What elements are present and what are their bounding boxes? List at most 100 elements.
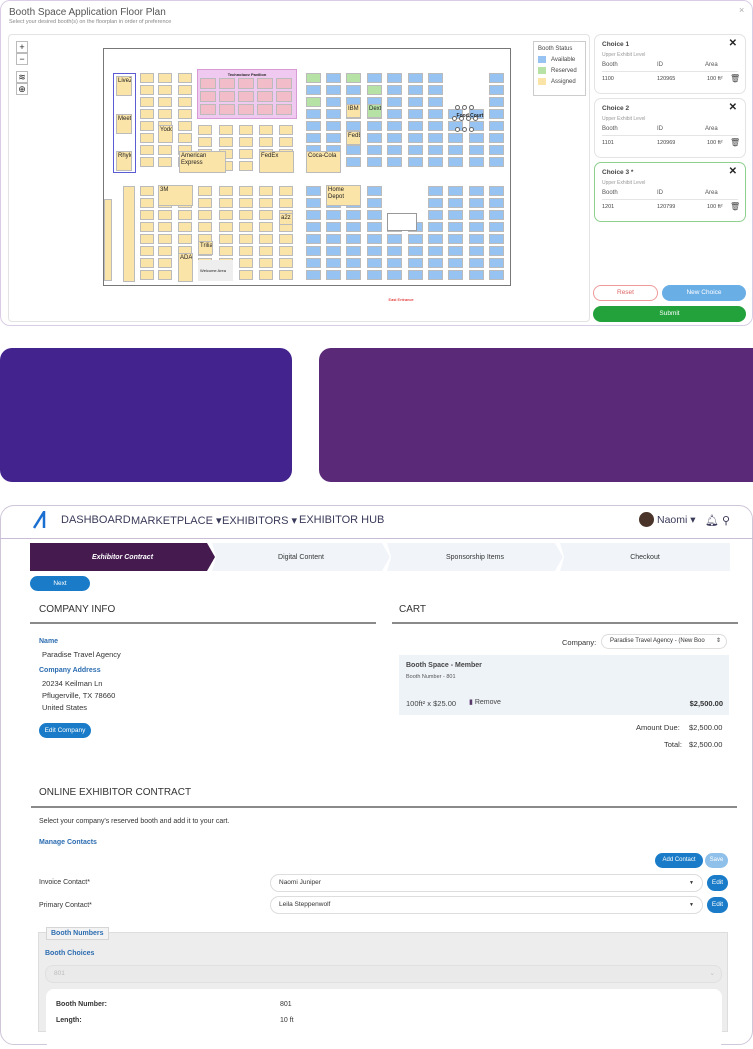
booth[interactable] xyxy=(158,210,172,220)
edit-company-button[interactable]: Edit Company xyxy=(39,723,91,738)
booth[interactable] xyxy=(469,222,484,232)
booth[interactable] xyxy=(448,234,463,244)
choice-card-2[interactable]: Choice 2 Upper Exhibit Level ✕ Booth ID … xyxy=(594,98,746,158)
booth[interactable] xyxy=(158,157,172,167)
booth[interactable] xyxy=(279,198,293,208)
booth[interactable] xyxy=(469,145,484,155)
booth[interactable] xyxy=(140,234,154,244)
booth-ibm[interactable]: IBM xyxy=(346,104,361,118)
booth[interactable] xyxy=(239,137,253,147)
close-icon[interactable]: × xyxy=(739,5,745,15)
bell-icon[interactable]: 🔔︎ xyxy=(705,515,719,527)
booth[interactable] xyxy=(198,210,212,220)
booth[interactable] xyxy=(489,210,504,220)
booth[interactable] xyxy=(428,73,443,83)
booth[interactable] xyxy=(259,125,273,135)
booth[interactable] xyxy=(257,104,273,115)
booth-trilia[interactable]: Trilia xyxy=(198,241,213,255)
booth[interactable] xyxy=(428,258,443,268)
booth[interactable] xyxy=(239,161,253,171)
booth[interactable] xyxy=(279,186,293,196)
booth[interactable] xyxy=(279,234,293,244)
booth[interactable] xyxy=(428,198,443,208)
booth[interactable] xyxy=(326,234,341,244)
booth[interactable] xyxy=(276,104,292,115)
booth[interactable] xyxy=(198,125,212,135)
booth[interactable] xyxy=(387,133,402,143)
booth[interactable] xyxy=(489,97,504,107)
close-icon[interactable]: ✕ xyxy=(728,166,737,177)
booth[interactable] xyxy=(140,133,154,143)
nav-exhibitor-hub[interactable]: EXHIBITOR HUB xyxy=(299,514,385,526)
booth[interactable] xyxy=(428,85,443,95)
booth[interactable] xyxy=(387,121,402,131)
booth[interactable] xyxy=(158,258,172,268)
booth[interactable] xyxy=(489,270,504,280)
booth[interactable] xyxy=(326,210,341,220)
booth[interactable] xyxy=(257,91,273,102)
booth[interactable] xyxy=(279,246,293,256)
table-icon[interactable] xyxy=(473,116,478,121)
booth[interactable] xyxy=(306,258,321,268)
booth-rhyloo[interactable]: Rhyloo xyxy=(116,151,132,171)
booth[interactable] xyxy=(219,125,233,135)
booth[interactable] xyxy=(140,270,154,280)
booth[interactable] xyxy=(306,222,321,232)
east-entrance-label[interactable]: East Entrance xyxy=(388,297,414,302)
booth[interactable] xyxy=(306,73,321,83)
nav-dashboard[interactable]: DASHBOARD xyxy=(61,514,131,526)
table-icon[interactable] xyxy=(455,127,460,132)
booth[interactable] xyxy=(448,133,463,143)
booth[interactable] xyxy=(448,258,463,268)
table-icon[interactable] xyxy=(455,105,460,110)
booth[interactable] xyxy=(428,145,443,155)
booth[interactable] xyxy=(448,198,463,208)
booth[interactable] xyxy=(326,270,341,280)
booth[interactable] xyxy=(346,73,361,83)
booth[interactable] xyxy=(428,234,443,244)
booth-meetz[interactable]: Meetz xyxy=(116,114,132,134)
booth[interactable] xyxy=(469,121,484,131)
booth[interactable] xyxy=(387,145,402,155)
booth[interactable] xyxy=(306,246,321,256)
booth[interactable] xyxy=(158,234,172,244)
booth[interactable] xyxy=(158,270,172,280)
booth[interactable] xyxy=(158,73,172,83)
booth[interactable] xyxy=(259,246,273,256)
booth[interactable] xyxy=(428,121,443,131)
trash-icon[interactable]: 🗑 xyxy=(730,202,741,211)
table-icon[interactable] xyxy=(462,127,467,132)
booth[interactable] xyxy=(306,121,321,131)
booth[interactable] xyxy=(306,210,321,220)
booth[interactable] xyxy=(489,121,504,131)
booth[interactable] xyxy=(408,109,423,119)
step-digital-content[interactable]: Digital Content xyxy=(212,543,390,571)
booth[interactable] xyxy=(259,234,273,244)
booth[interactable] xyxy=(158,246,172,256)
booth[interactable] xyxy=(219,78,235,89)
booth[interactable] xyxy=(219,91,235,102)
booth[interactable] xyxy=(326,222,341,232)
booth[interactable] xyxy=(469,246,484,256)
user-menu[interactable]: Naomi ▾ xyxy=(657,514,696,526)
booth[interactable] xyxy=(387,97,402,107)
booth[interactable] xyxy=(367,198,382,208)
booth-american-express[interactable]: American Express xyxy=(179,151,226,173)
booth[interactable] xyxy=(489,186,504,196)
booth[interactable] xyxy=(367,121,382,131)
booth[interactable] xyxy=(178,210,192,220)
booth[interactable] xyxy=(408,145,423,155)
booth[interactable] xyxy=(367,186,382,196)
booth[interactable] xyxy=(219,186,233,196)
edit-invoice-contact-button[interactable]: Edit xyxy=(707,875,728,891)
booth[interactable] xyxy=(387,73,402,83)
booth[interactable] xyxy=(469,157,484,167)
booth-layer[interactable]: Technology Pavilion LiveZ Meetz Rhyloo Yodo A… xyxy=(9,35,589,321)
booth[interactable] xyxy=(367,270,382,280)
booth[interactable] xyxy=(158,109,172,119)
booth[interactable] xyxy=(469,133,484,143)
booth[interactable] xyxy=(387,109,402,119)
booth[interactable] xyxy=(279,270,293,280)
booth[interactable] xyxy=(178,133,192,143)
booth-choice-select[interactable]: 801 ⌄ xyxy=(45,965,722,983)
